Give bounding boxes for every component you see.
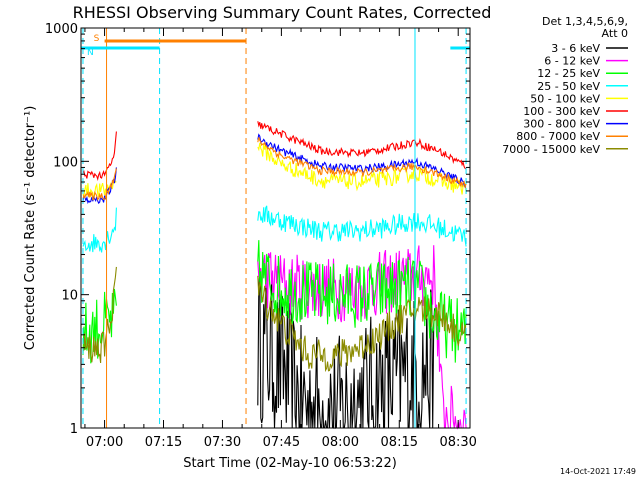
series-line-main (257, 271, 436, 430)
x-tick-label: 07:45 (263, 435, 300, 450)
status-bar (104, 39, 247, 43)
y-axis: 1 10 100 1000 (45, 22, 470, 437)
status-bar (450, 46, 470, 50)
series-line-main (257, 137, 467, 189)
legend-entry-label: 100 - 300 keV (523, 105, 600, 118)
legend-header: Att 0 (602, 27, 628, 40)
x-tick-label: 08:00 (322, 435, 359, 450)
legend-entry-label: 50 - 100 keV (530, 92, 600, 105)
legend-entry-label: 3 - 6 keV (551, 42, 600, 55)
x-tick-label: 07:15 (145, 435, 182, 450)
x-tick-label: 08:15 (381, 435, 418, 450)
timestamp: 14-Oct-2021 17:49 (560, 467, 636, 476)
y-tick-label: 10 (61, 289, 78, 304)
series-8 (82, 266, 467, 373)
x-tick-label: 08:30 (439, 435, 476, 450)
series-line-pre (82, 168, 117, 201)
status-bar-label: S (94, 34, 100, 44)
legend-entry-label: 25 - 50 keV (537, 80, 600, 93)
x-axis: 07:00 07:15 07:30 07:45 08:00 08:15 08:30 (84, 28, 477, 450)
series-6 (82, 133, 467, 205)
series-line-pre (82, 167, 117, 205)
x-tick-label: 07:00 (86, 435, 123, 450)
legend-entry-label: 6 - 12 keV (544, 55, 600, 68)
y-tick-label: 1 (70, 422, 78, 437)
x-axis-label: Start Time (02-May-10 06:53:22) (183, 456, 397, 471)
series-line-pre (82, 288, 117, 364)
series-line-pre (82, 207, 117, 253)
legend-entry-label: 7000 - 15000 keV (502, 143, 600, 156)
series-1 (257, 245, 467, 430)
legend-entry-label: 800 - 7000 keV (516, 130, 600, 143)
series-line-main (257, 121, 467, 170)
series-line-main (257, 142, 467, 195)
series-line-pre (82, 266, 117, 364)
y-tick-label: 100 (53, 155, 78, 170)
series-5 (82, 121, 467, 182)
status-bar (81, 46, 160, 50)
status-bar-label: N (87, 48, 94, 58)
y-axis-label: Corrected Count Rate (s⁻¹ detector⁻¹) (23, 106, 38, 351)
y-tick-label: 1000 (45, 22, 78, 37)
plot-frame (80, 27, 471, 429)
legend-header: Det 1,3,4,5,6,9, (542, 15, 628, 28)
series-7 (82, 137, 467, 201)
plot-area: SN (81, 28, 470, 430)
chart-title: RHESSI Observing Summary Count Rates, Co… (73, 3, 492, 22)
series-0 (257, 271, 436, 430)
series-line-main (257, 133, 467, 188)
series-line-main (257, 275, 467, 373)
series-line-main (257, 205, 467, 247)
series-3 (82, 205, 467, 253)
legend-entry-label: 12 - 25 keV (537, 67, 600, 80)
series-line-main (257, 245, 467, 430)
legend-entry-label: 300 - 800 keV (523, 118, 600, 131)
series-line-pre (82, 131, 117, 182)
x-tick-label: 07:30 (204, 435, 241, 450)
